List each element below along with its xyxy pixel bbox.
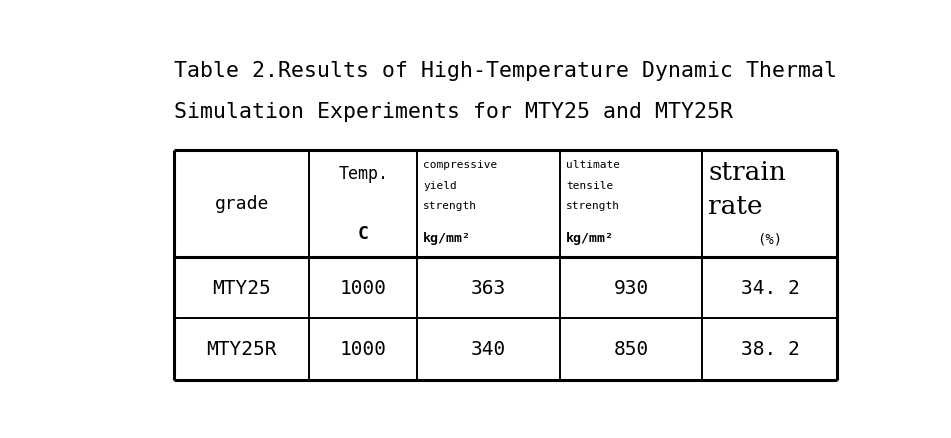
Text: 1000: 1000 bbox=[340, 339, 387, 359]
Text: (%): (%) bbox=[757, 232, 783, 246]
Text: strain: strain bbox=[708, 159, 786, 184]
Text: rate: rate bbox=[708, 193, 763, 218]
Text: Temp.: Temp. bbox=[339, 165, 388, 183]
Text: 1000: 1000 bbox=[340, 278, 387, 297]
Text: tensile: tensile bbox=[566, 180, 613, 190]
Text: 340: 340 bbox=[471, 339, 506, 359]
Text: strength: strength bbox=[423, 201, 477, 211]
Text: kg/mm²: kg/mm² bbox=[566, 231, 613, 244]
Text: kg/mm²: kg/mm² bbox=[423, 231, 472, 244]
Text: Table 2.Results of High-Temperature Dynamic Thermal: Table 2.Results of High-Temperature Dyna… bbox=[174, 61, 837, 81]
Text: ultimate: ultimate bbox=[566, 160, 620, 170]
Text: grade: grade bbox=[215, 195, 269, 213]
Text: strength: strength bbox=[566, 201, 620, 211]
Text: Simulation Experiments for MTY25 and MTY25R: Simulation Experiments for MTY25 and MTY… bbox=[174, 102, 733, 121]
Text: C: C bbox=[358, 225, 369, 243]
Text: 38. 2: 38. 2 bbox=[741, 339, 799, 359]
Text: yield: yield bbox=[423, 180, 457, 190]
Text: 850: 850 bbox=[613, 339, 649, 359]
Text: MTY25R: MTY25R bbox=[206, 339, 277, 359]
Text: 363: 363 bbox=[471, 278, 506, 297]
Text: compressive: compressive bbox=[423, 160, 497, 170]
Text: 34. 2: 34. 2 bbox=[741, 278, 799, 297]
Text: MTY25: MTY25 bbox=[212, 278, 271, 297]
Text: 930: 930 bbox=[613, 278, 649, 297]
